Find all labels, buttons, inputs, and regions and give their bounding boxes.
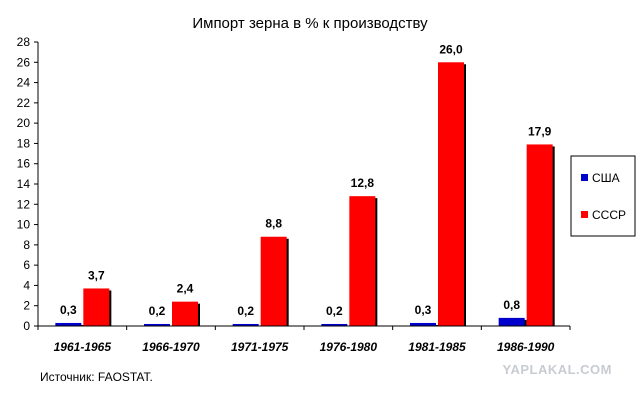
y-tick-label: 0: [23, 319, 30, 333]
data-label: 0,2: [149, 304, 166, 318]
y-tick-label: 10: [17, 218, 31, 232]
data-label: 0,2: [237, 304, 254, 318]
y-tick-label: 16: [17, 157, 31, 171]
data-label: 0,8: [503, 298, 520, 312]
data-label: 8,8: [265, 217, 282, 231]
data-label: 0,3: [60, 303, 77, 317]
x-tick-label: 1971-1975: [231, 340, 289, 354]
x-tick-label: 1981-1985: [408, 340, 466, 354]
bar-ussr: [83, 288, 110, 326]
bar-usa: [55, 322, 82, 326]
y-tick-label: 2: [23, 299, 30, 313]
chart-title: Импорт зерна в % к производству: [192, 15, 428, 32]
bar-usa: [232, 323, 259, 326]
legend: США СССР: [570, 155, 636, 237]
legend-swatch: [581, 211, 588, 218]
data-label: 0,2: [326, 304, 343, 318]
data-label: 26,0: [439, 42, 463, 56]
legend-swatch: [581, 174, 588, 181]
y-tick-label: 26: [17, 55, 31, 69]
y-tick-label: 20: [17, 116, 31, 130]
data-label: 0,3: [415, 303, 432, 317]
y-tick-label: 4: [23, 278, 30, 292]
source-note: Источник: FAOSTAT.: [40, 370, 153, 384]
bar-ussr: [349, 196, 376, 326]
bars: [55, 62, 555, 327]
y-tick-label: 6: [23, 258, 30, 272]
legend-box: [570, 155, 636, 237]
x-tick-label: 1966-1970: [142, 340, 200, 354]
x-tick-label: 1976-1980: [320, 340, 378, 354]
y-tick-label: 18: [17, 136, 31, 150]
x-axis: 1961-1965 1966-1970 1971-1975 1976-1980 1981…: [37, 325, 571, 354]
bar-usa: [410, 322, 436, 326]
y-tick-label: 28: [17, 35, 31, 49]
data-label: 2,4: [177, 282, 194, 296]
y-tick-label: 24: [17, 76, 31, 90]
bar-ussr: [526, 144, 553, 326]
data-label: 17,9: [528, 124, 552, 138]
legend-label: США: [592, 171, 620, 185]
bar-usa: [144, 323, 170, 326]
bar-usa: [498, 317, 525, 326]
x-tick-label: 1961-1965: [54, 340, 112, 354]
data-label: 12,8: [351, 176, 375, 190]
y-tick-label: 12: [17, 197, 31, 211]
y-tick-label: 8: [23, 238, 30, 252]
bar-ussr: [438, 62, 464, 327]
legend-label: СССР: [592, 208, 626, 222]
bar-usa: [321, 323, 348, 326]
data-label: 3,7: [88, 268, 105, 282]
x-tick-label: 1986-1990: [497, 340, 555, 354]
data-labels: 0,3 0,2 0,2 0,2 0,3 0,8 3,7 2,4 8,8 12,8 26,0 17,9: [60, 42, 552, 318]
bar-ussr: [260, 236, 287, 326]
bar-ussr: [172, 301, 198, 326]
y-tick-label: 22: [17, 96, 31, 110]
watermark: YAPLAKAL.COM: [502, 362, 612, 377]
y-tick-label: 14: [17, 177, 31, 191]
